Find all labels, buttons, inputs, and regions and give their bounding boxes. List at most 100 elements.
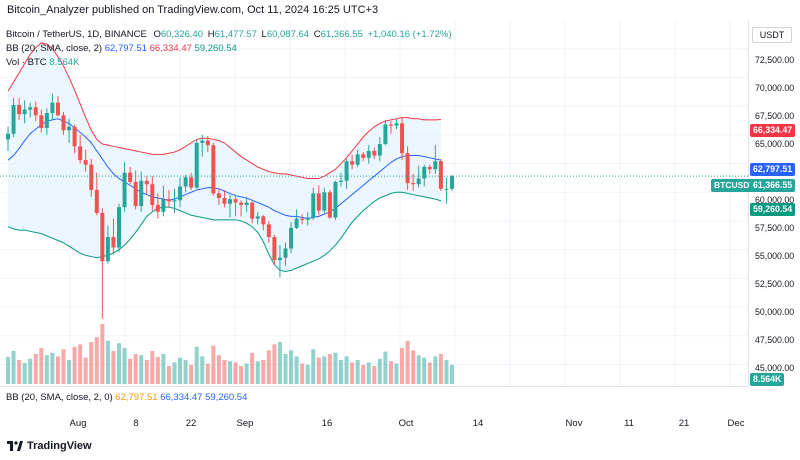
time-label: 21 [678,418,690,429]
volume-bar [11,351,16,384]
bb-upper-tag: 66,334.47 [750,124,796,137]
time-label: 8 [133,418,139,429]
price-chart[interactable] [0,20,748,386]
candle-body [316,193,321,211]
candle-body [372,150,377,156]
volume-bar [155,357,160,384]
price-tick: 70,000.00 [755,83,795,93]
candle-body [11,104,16,134]
low-value: 60,087.64 [266,29,310,40]
bb-legend: BB (20, SMA, close, 2) 62,797.51 66,334.… [6,43,237,54]
volume-bar [228,361,232,384]
candle-body [122,172,127,208]
candle-body [33,107,38,116]
volume-bar [444,360,449,384]
candle-body [194,142,199,188]
volume-tag: 8.564K [750,373,785,386]
volume-bar [39,348,44,384]
volume-bar [344,356,349,384]
chart-pane[interactable] [0,20,748,386]
candle-body [228,199,232,204]
volume-bar [122,348,127,384]
candle-body [261,216,266,225]
candle-body [55,102,60,116]
volume-bar [55,356,60,384]
open-value: 60,326.40 [160,29,204,40]
volume-bar [322,356,327,384]
price-tick: 50,000.00 [755,307,795,317]
bb-label: BB (20, SMA, close, 2) [6,43,103,54]
price-tick: 47,500.00 [755,335,795,345]
candle-body [433,161,438,170]
volume-bar [272,344,277,384]
volume-bar [44,355,49,384]
volume-label: Vol · BTC [6,57,47,68]
volume-bar [6,357,10,384]
volume-bar [28,358,33,384]
volume-bar [400,348,405,384]
candle-body [222,198,227,204]
candle-body [350,161,355,165]
volume-bar [305,364,310,384]
candle-body [377,144,382,156]
volume-value: 8.564K [49,57,80,68]
candle-body [300,218,305,220]
volume-bar [405,340,410,384]
volume-bar [89,342,94,384]
candle-body [405,153,410,184]
candle-body [444,188,449,190]
candle-body [311,193,316,218]
candle-body [272,237,277,261]
volume-bar [178,357,183,384]
publisher-line: Bitcoin_Analyzer published on TradingVie… [7,4,379,16]
time-label: 16 [321,418,333,429]
price-axis[interactable]: 72,500.00 70,000.00 67,500.00 65,000.00 … [748,20,800,386]
volume-bar [211,345,216,384]
candle-body [216,193,221,198]
candle-body [94,189,99,213]
bottom-bb-label: BB (20, SMA, close, 2, 0) [6,392,113,403]
candle-body [83,160,88,165]
time-label: Aug [69,418,87,429]
volume-bar [17,360,22,384]
candle-body [61,115,66,131]
candle-body [422,166,427,179]
candle-body [233,199,238,203]
volume-bar [216,355,221,384]
bb-lower-line [7,191,442,273]
candle-body [111,237,116,248]
volume-bar [61,349,66,384]
candle-body [366,150,371,158]
candle-body [400,123,405,154]
price-tick: 55,000.00 [755,251,795,261]
candle-body [17,104,22,115]
volume-bar [244,363,249,384]
volume-bar [300,363,305,384]
volume-bar [233,362,238,384]
candle-body [105,237,110,262]
time-axis[interactable] [0,386,748,408]
volume-bar [133,354,138,384]
volume-bar [189,364,194,384]
candle-body [394,123,399,126]
change-value: +1,040.16 (+1.72%) [367,29,452,40]
volume-bar [277,342,282,384]
volume-bar [327,354,332,384]
tradingview-logo[interactable]: TradingView [7,440,92,452]
volume-bar [172,362,177,384]
currency-selector[interactable]: USDT [752,27,792,43]
volume-bar [283,354,288,384]
volume-bar [261,360,266,384]
last-price-tag: 61,366.55 [750,179,796,192]
volume-bar [355,360,360,384]
volume-bar [72,346,77,384]
candle-body [200,140,205,143]
volume-bar [266,350,271,384]
candle-body [50,102,55,114]
bottom-bb-upper: 66,334.47 [160,392,203,403]
candle-body [277,257,282,261]
price-tick: 67,500.00 [755,111,795,121]
volume-bar [311,349,316,384]
volume-bar [383,351,388,384]
bottom-bb-lower: 59,260.54 [205,392,248,403]
